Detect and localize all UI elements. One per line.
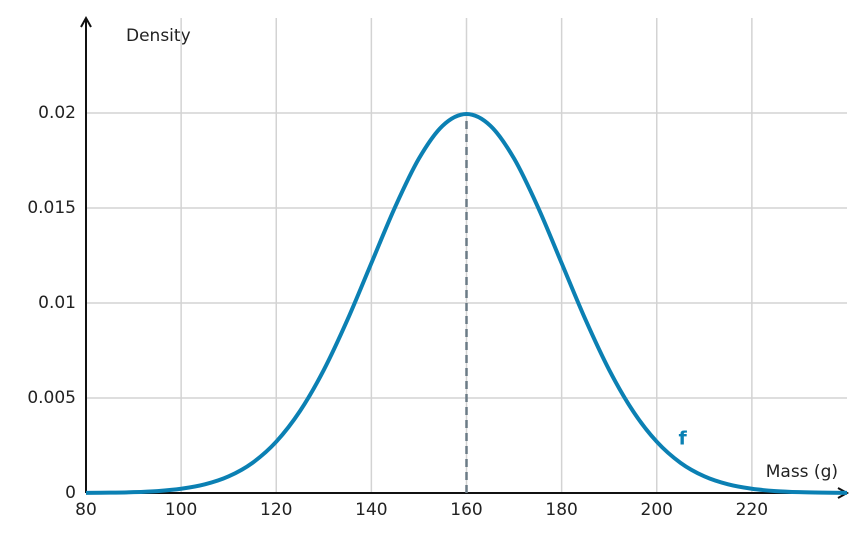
y-tick-label: 0 xyxy=(65,483,76,503)
x-tick-label: 100 xyxy=(165,500,197,520)
x-tick-label: 200 xyxy=(641,500,673,520)
x-tick-label: 220 xyxy=(736,500,768,520)
y-tick-label: 0.015 xyxy=(27,198,76,218)
x-tick-label: 180 xyxy=(545,500,577,520)
density-curve xyxy=(85,112,848,495)
x-axis-label: Mass (g) xyxy=(766,462,838,482)
x-tick-label: 160 xyxy=(450,500,482,520)
x-tick-label: 80 xyxy=(75,500,97,520)
y-axis-label: Density xyxy=(126,26,191,46)
series-label: f xyxy=(679,427,688,449)
x-tick-label: 120 xyxy=(260,500,292,520)
y-tick-label: 0.01 xyxy=(38,293,76,313)
x-tick-label: 140 xyxy=(355,500,387,520)
y-tick-label: 0.005 xyxy=(27,388,76,408)
y-axis xyxy=(80,15,92,493)
y-tick-label: 0.02 xyxy=(38,103,76,123)
